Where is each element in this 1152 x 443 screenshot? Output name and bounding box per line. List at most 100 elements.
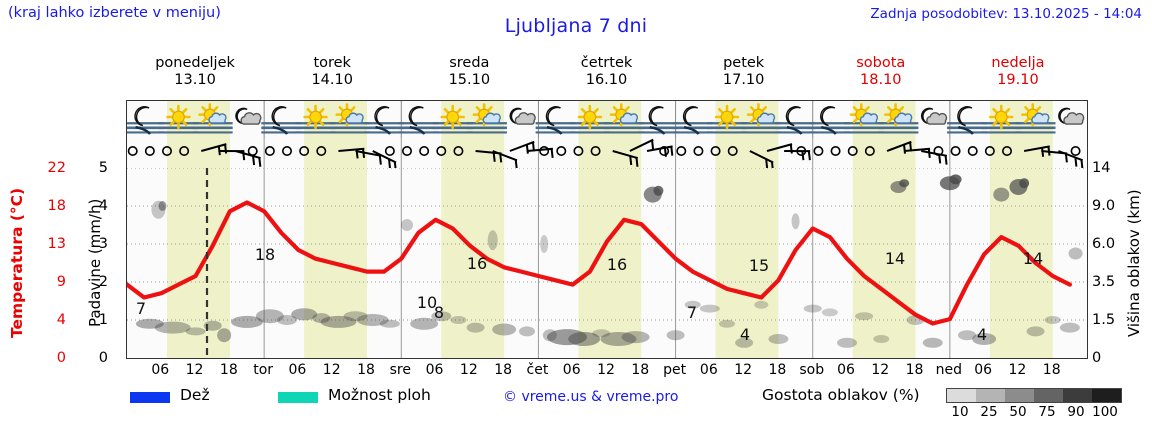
calm-wind-symbol <box>573 146 584 156</box>
calm-wind-symbol <box>693 146 704 156</box>
x-tick-06-12: 06 <box>562 362 581 378</box>
sun-cloud-icon <box>844 103 885 134</box>
cloud-patch <box>312 313 331 324</box>
wind-barb-feather <box>514 159 518 168</box>
cloud-density-legend-bar <box>946 388 1122 403</box>
graph-daylight-band-5 <box>852 168 916 358</box>
sun-ray <box>181 120 188 127</box>
weather-icon-band <box>126 100 1088 139</box>
calm-wind-symbol <box>710 146 721 156</box>
wind-arrow <box>661 131 665 135</box>
x-tick-pet-15: pet <box>663 362 687 378</box>
wind-arrow <box>969 131 973 135</box>
wind-barb-shaft <box>749 150 774 164</box>
day-name: sreda <box>449 55 490 71</box>
cloud-patch <box>1068 247 1083 260</box>
prec-tick-3: 3 <box>98 236 108 252</box>
cloud-patch <box>855 312 874 321</box>
temperature-value-label: 15 <box>749 256 769 275</box>
density-value-25: 25 <box>980 404 998 420</box>
sun-icon <box>172 110 185 124</box>
location-menu-note[interactable]: (kraj lahko izberete v meniju) <box>8 5 221 21</box>
sun-cloud-icon <box>192 103 233 134</box>
calm-wind-symbol <box>950 146 961 156</box>
x-tick-sob-19: sob <box>799 362 825 378</box>
day-date: 14.10 <box>311 72 353 88</box>
x-tick-12-5: 12 <box>322 362 341 378</box>
cloud-shape <box>756 112 776 124</box>
sun-icon <box>446 110 460 124</box>
temperature-axis-title: Temperatura (°C) <box>8 187 26 339</box>
sun-icon <box>158 104 199 134</box>
moon-cloud-icon <box>920 107 948 125</box>
wind-barb-shaft <box>766 143 793 152</box>
calm-wind-symbol <box>796 146 807 156</box>
moon-icon <box>127 106 165 135</box>
cloud-patch <box>185 327 206 336</box>
wind-barb-feather <box>1041 147 1045 157</box>
calm-wind-symbol <box>727 146 738 156</box>
cloud-tick-1.5: 1.5 <box>1092 312 1116 328</box>
sun-ray <box>1004 107 1011 114</box>
prec-tick-5: 5 <box>98 160 108 176</box>
cloud-patch <box>291 308 318 321</box>
cloud-patch <box>600 332 637 346</box>
x-tick-18-14: 18 <box>631 362 650 378</box>
calm-wind-symbol <box>247 146 258 156</box>
wind-barb-feather <box>378 155 382 165</box>
moon-cloud-icon <box>235 107 262 125</box>
cloud-patch <box>821 308 838 317</box>
moon-icon <box>545 106 561 127</box>
cloud-patch <box>958 330 976 341</box>
cloud-height-axis-title: Višina oblakov (km) <box>1125 189 1143 337</box>
wind-barb-shaft <box>886 140 912 152</box>
temperature-value-label: 16 <box>607 255 627 274</box>
cloud-shape <box>859 112 879 124</box>
sun-ray <box>852 117 859 124</box>
calm-wind-symbol <box>264 146 275 156</box>
sun-icon <box>994 110 1008 124</box>
density-value-10: 10 <box>951 404 969 420</box>
calm-wind-symbol <box>813 146 824 156</box>
x-tick-06-24: 06 <box>974 362 993 378</box>
x-tick-06-0: 06 <box>151 362 170 378</box>
sun-ray <box>761 106 767 112</box>
cloud-patch <box>592 329 611 338</box>
wind-barb-feather <box>629 155 633 166</box>
x-tick-18-6: 18 <box>357 362 375 378</box>
cloud-patch <box>972 333 997 345</box>
sun-ray <box>318 120 325 127</box>
wind-barb-feather <box>789 144 793 154</box>
wind-arrow <box>832 131 836 135</box>
cloud-patch <box>540 235 549 253</box>
sun-icon <box>295 104 336 134</box>
wind-barb-feather <box>765 158 769 168</box>
cloud-patch <box>684 300 701 309</box>
credit-link[interactable]: © vreme.us & vreme.pro <box>503 389 679 405</box>
sun-ray <box>306 120 313 127</box>
showers-legend-label: Možnost ploh <box>328 386 431 404</box>
density-swatch-100 <box>1092 389 1121 402</box>
cloud-tick-6.0: 6.0 <box>1092 236 1116 252</box>
density-swatch-90 <box>1063 389 1092 402</box>
wind-barb-feather <box>252 155 256 166</box>
graph-daylight-band-0 <box>167 168 230 358</box>
last-updated-label: Zadnja posodobitev: 13.10.2025 - 14:04 <box>870 6 1142 22</box>
day-name: sobota <box>856 55 906 71</box>
sun-cloud-icon <box>1015 103 1056 134</box>
wind-barb <box>355 150 382 165</box>
sun-ray <box>181 107 188 114</box>
cloud-patch <box>837 337 857 348</box>
sun-ray <box>487 106 493 112</box>
x-tick-18-2: 18 <box>219 362 238 378</box>
sun-ray <box>749 117 756 124</box>
page-title: Ljubljana 7 dni <box>504 15 648 37</box>
calm-wind-symbol <box>384 146 395 156</box>
cloud-shape <box>514 112 536 125</box>
wind-barb-shaft <box>629 138 654 152</box>
day-header-četrtek: četrtek 16.10 <box>538 55 675 89</box>
temperature-value-label: 4 <box>740 325 750 344</box>
temperature-value-label: 16 <box>467 254 487 273</box>
temp-tick-18: 18 <box>47 198 66 214</box>
sun-icon <box>707 104 747 134</box>
